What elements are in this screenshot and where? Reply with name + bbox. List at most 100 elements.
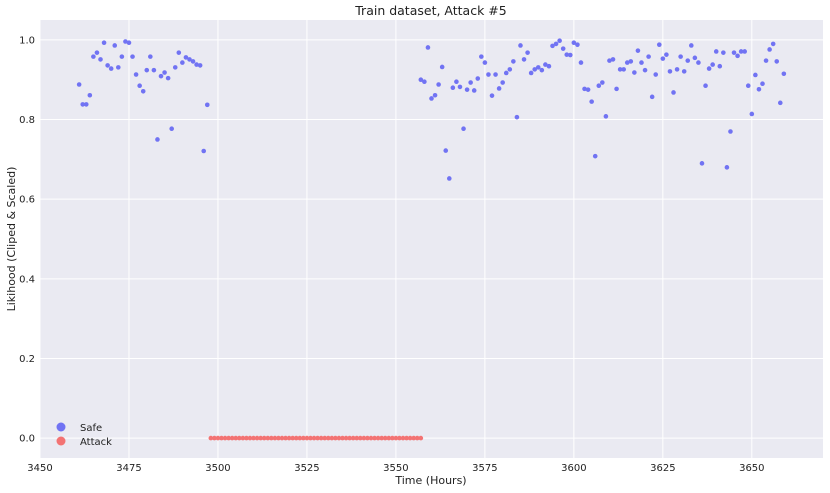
safe-point xyxy=(169,126,174,132)
attack-point xyxy=(311,435,317,441)
attack-point xyxy=(301,435,306,441)
safe-point xyxy=(518,43,523,48)
safe-point xyxy=(183,55,189,60)
attack-point xyxy=(219,435,224,441)
safe-point xyxy=(172,65,178,70)
attack-point xyxy=(322,435,328,441)
safe-point xyxy=(603,114,609,119)
attack-point xyxy=(318,435,324,441)
safe-point xyxy=(446,176,452,181)
safe-point xyxy=(770,41,776,47)
attack-point xyxy=(240,435,246,441)
attack-point xyxy=(411,435,417,441)
safe-point xyxy=(144,67,150,73)
safe-point xyxy=(486,72,491,77)
attack-point xyxy=(358,435,363,441)
attack-point xyxy=(222,435,228,441)
attack-point xyxy=(297,435,303,441)
y-tick-label: 0.4 xyxy=(19,274,35,285)
safe-point xyxy=(83,102,89,107)
safe-point xyxy=(653,72,659,77)
safe-point xyxy=(539,67,545,73)
safe-point xyxy=(585,87,591,92)
x-tick-labels: 3450 3475 3500 3525 3550 3575 3600 3625 3650 xyxy=(27,463,764,474)
attack-point xyxy=(208,435,214,441)
safe-point xyxy=(571,40,577,45)
attack-point xyxy=(329,435,335,441)
attack-point xyxy=(400,435,406,441)
safe-point xyxy=(546,63,552,69)
safe-point xyxy=(500,80,505,85)
safe-point xyxy=(624,60,630,65)
attack-point xyxy=(386,435,392,441)
attack-point xyxy=(215,435,221,441)
safe-point xyxy=(621,67,626,72)
attack-point xyxy=(290,435,295,441)
legend-marker-safe xyxy=(56,422,66,432)
x-tick-label: 3600 xyxy=(561,463,586,474)
safe-point xyxy=(543,62,548,67)
attack-point xyxy=(407,435,413,441)
safe-point xyxy=(126,40,132,45)
y-tick-label: 1.0 xyxy=(19,35,35,46)
safe-point xyxy=(753,72,758,78)
x-tick-label: 3525 xyxy=(294,463,319,474)
safe-point xyxy=(521,57,527,62)
safe-series xyxy=(76,38,787,181)
attack-point xyxy=(304,435,310,441)
attack-point xyxy=(233,435,239,441)
safe-point xyxy=(639,60,644,65)
safe-point xyxy=(165,75,171,81)
safe-point xyxy=(454,79,459,85)
safe-point xyxy=(553,41,559,47)
safe-point xyxy=(767,47,772,52)
safe-point xyxy=(507,67,513,72)
y-axis-label: Likihood (Cliped & Scaled) xyxy=(5,167,18,312)
legend-marker-attack xyxy=(56,436,66,446)
safe-point xyxy=(774,59,780,64)
safe-point xyxy=(635,48,641,53)
attack-point xyxy=(315,435,320,441)
safe-point xyxy=(201,148,207,154)
attack-point xyxy=(390,435,395,441)
safe-point xyxy=(180,60,185,65)
attack-point xyxy=(258,435,263,441)
safe-point xyxy=(756,86,762,92)
safe-point xyxy=(155,137,160,142)
safe-point xyxy=(614,86,619,92)
safe-point xyxy=(760,81,765,87)
attack-point xyxy=(265,435,271,441)
safe-point xyxy=(525,50,530,55)
attack-point xyxy=(368,435,374,441)
attack-point xyxy=(361,435,367,441)
safe-point xyxy=(140,88,146,94)
attack-point xyxy=(404,435,409,441)
safe-point xyxy=(204,102,210,108)
safe-point xyxy=(607,58,612,63)
safe-point xyxy=(575,42,580,47)
safe-point xyxy=(418,77,424,83)
safe-point xyxy=(617,67,623,72)
safe-point xyxy=(728,129,733,134)
attack-point xyxy=(244,435,249,441)
attack-point xyxy=(272,435,278,441)
safe-point xyxy=(87,92,93,98)
safe-point xyxy=(671,90,676,95)
safe-point xyxy=(461,126,466,132)
attack-point xyxy=(237,435,242,441)
safe-point xyxy=(94,50,100,55)
safe-point xyxy=(443,148,449,153)
safe-point xyxy=(578,60,584,65)
x-axis-label: Time (Hours) xyxy=(394,474,466,487)
safe-point xyxy=(98,57,103,62)
safe-point xyxy=(710,62,715,67)
safe-point xyxy=(194,62,199,67)
y-tick-labels: 0.0 0.2 0.4 0.6 0.8 1.0 xyxy=(19,35,35,444)
attack-point xyxy=(229,435,235,441)
attack-series xyxy=(208,435,424,441)
safe-point xyxy=(745,83,751,88)
safe-point xyxy=(777,100,783,106)
safe-point xyxy=(703,83,708,88)
safe-point xyxy=(678,54,683,59)
safe-point xyxy=(158,73,164,79)
